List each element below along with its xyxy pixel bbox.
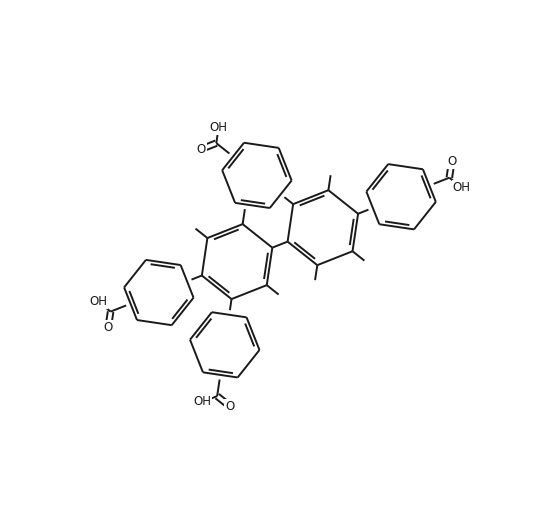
Text: O: O [447,155,456,168]
Text: O: O [197,142,206,155]
Text: O: O [103,321,113,334]
Text: O: O [225,399,234,412]
Text: OH: OH [210,121,227,134]
Text: OH: OH [89,295,107,308]
Text: OH: OH [193,396,211,409]
Text: OH: OH [453,181,471,194]
